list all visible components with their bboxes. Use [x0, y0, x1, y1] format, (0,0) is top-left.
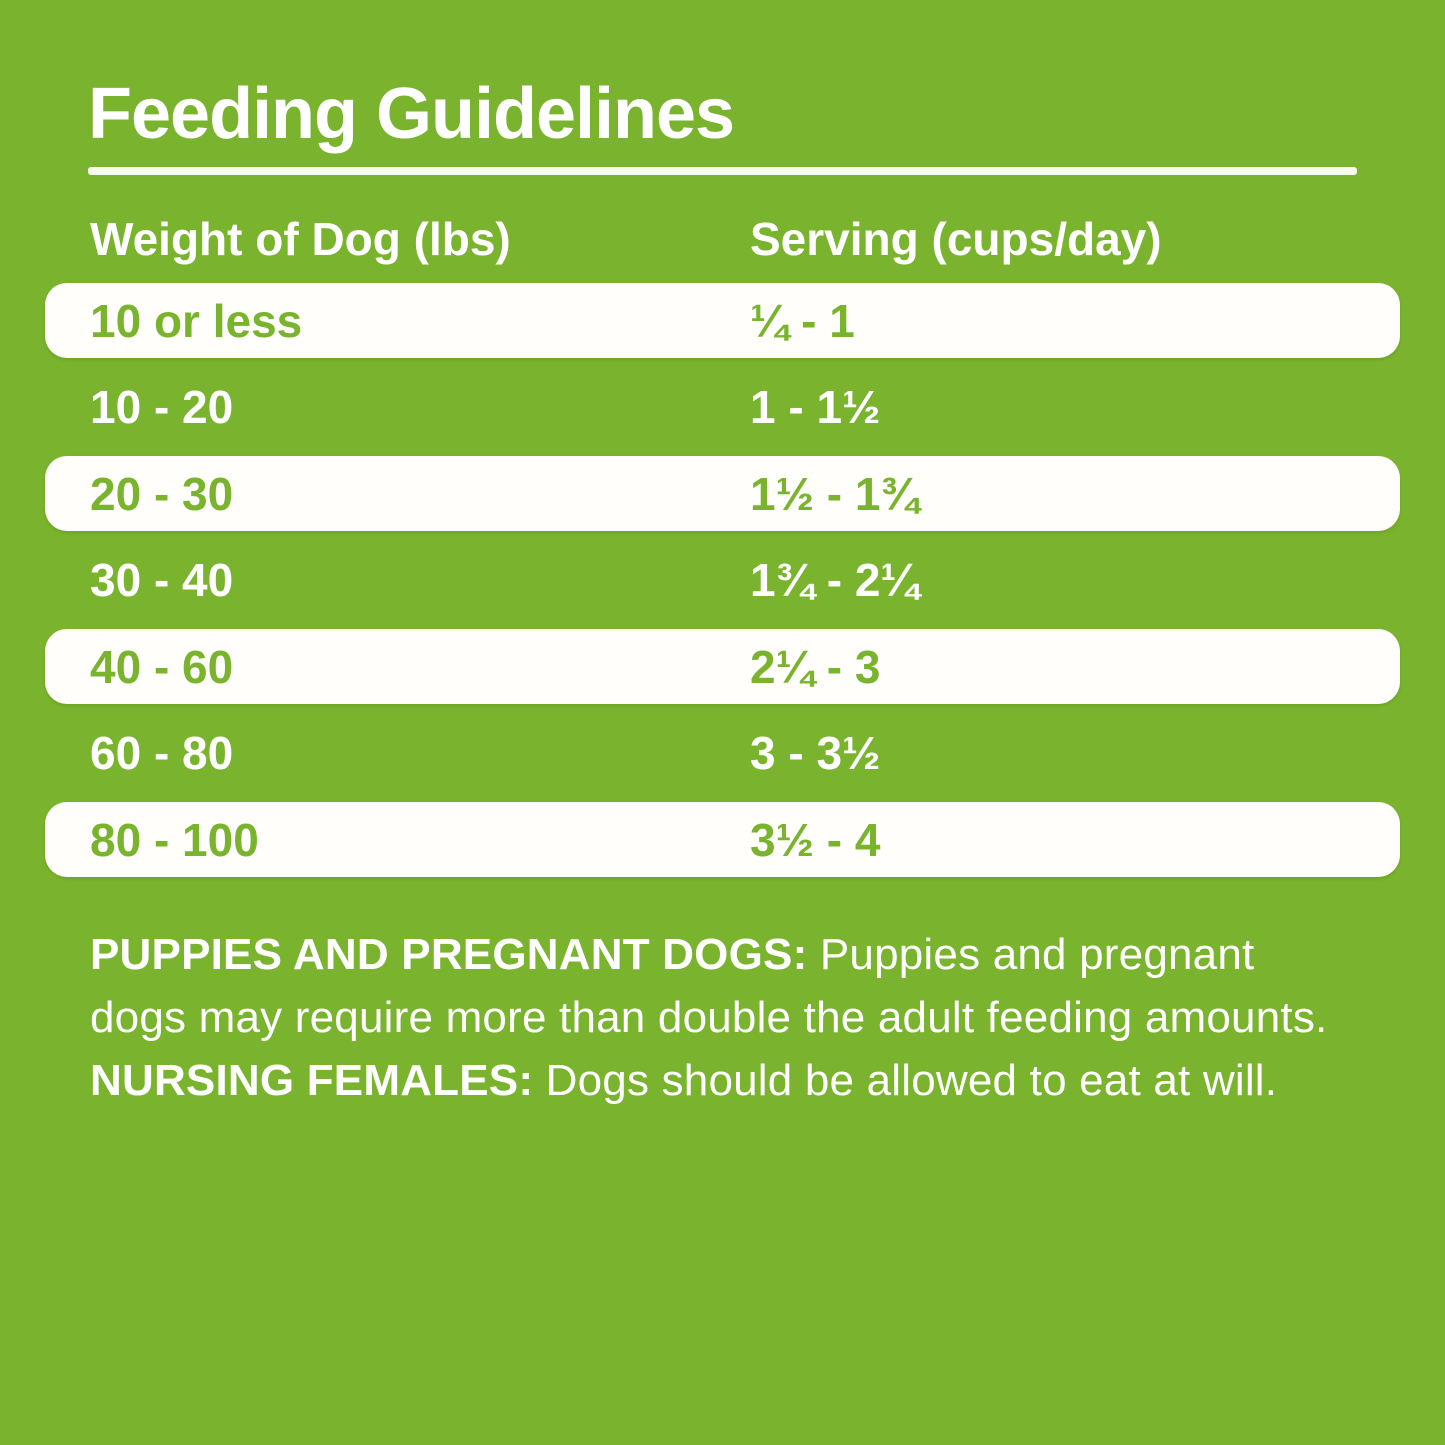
feeding-notes: PUPPIES AND PREGNANT DOGS: Puppies and p…: [90, 923, 1355, 1112]
table-header-row: Weight of Dog (lbs) Serving (cups/day): [45, 209, 1400, 269]
weight-cell: 30 - 40: [90, 554, 234, 606]
table-row: 40 - 60 2¼ - 3: [45, 629, 1400, 704]
weight-cell: 80 - 100: [90, 813, 259, 866]
feeding-table: 10 or less ¼ - 1 10 - 20 1 - 1½ 20 - 30 …: [45, 283, 1400, 877]
table-row: 20 - 30 1½ - 1¾: [45, 456, 1400, 531]
weight-column-header: Weight of Dog (lbs): [90, 213, 511, 265]
table-row: 10 - 20 1 - 1½: [45, 364, 1400, 450]
weight-cell: 10 - 20: [90, 381, 234, 433]
notes-bold-puppies: PUPPIES AND PREGNANT DOGS:: [90, 930, 808, 979]
serving-cell: 1½ - 1¾: [750, 467, 919, 520]
weight-cell: 20 - 30: [90, 467, 234, 520]
weight-cell: 10 or less: [90, 294, 303, 347]
title-underline-divider: [88, 167, 1357, 175]
weight-cell: 40 - 60: [90, 640, 234, 693]
notes-text-2: Dogs should be allowed to eat at will.: [533, 1056, 1278, 1105]
table-row: 60 - 80 3 - 3½: [45, 710, 1400, 796]
table-row: 30 - 40 1¾ - 2¼: [45, 537, 1400, 623]
table-row: 80 - 100 3½ - 4: [45, 802, 1400, 877]
table-row: 10 or less ¼ - 1: [45, 283, 1400, 358]
serving-cell: 3 - 3½: [750, 727, 881, 779]
serving-cell: 3½ - 4: [750, 813, 881, 866]
notes-bold-nursing: NURSING FEMALES:: [90, 1056, 534, 1105]
weight-cell: 60 - 80: [90, 727, 234, 779]
serving-cell: 1¾ - 2¼: [750, 554, 919, 606]
serving-cell: ¼ - 1: [750, 294, 855, 347]
serving-cell: 2¼ - 3: [750, 640, 881, 693]
page-title: Feeding Guidelines: [88, 74, 735, 154]
serving-cell: 1 - 1½: [750, 381, 881, 433]
notes-text-1: Puppies and pregnant dogs may require mo…: [90, 930, 1328, 1042]
serving-column-header: Serving (cups/day): [750, 213, 1162, 265]
